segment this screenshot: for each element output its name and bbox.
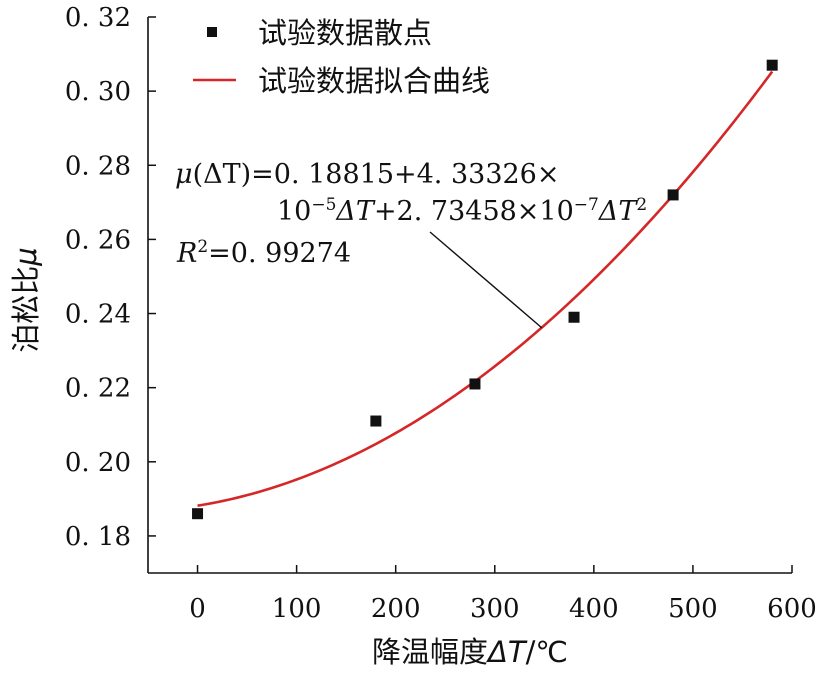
y-ticks: 0. 18 0. 20 0. 22 0. 24 0. 26 0. 28 0. 30 0. 32 <box>65 3 156 552</box>
eq-R: R <box>176 238 197 269</box>
y-tick-label: 0. 32 <box>65 3 131 33</box>
x-tick-label: 0 <box>189 594 206 624</box>
x-axis-title-unit: /℃ <box>526 635 568 669</box>
y-axis-title-text: 泊松比 <box>9 266 43 353</box>
y-tick-label: 0. 22 <box>65 374 131 404</box>
eq-exp-2: 2 <box>636 195 647 215</box>
x-tick-label: 300 <box>470 594 520 624</box>
x-tick-label: 400 <box>569 594 619 624</box>
x-ticks: 0 100 200 300 400 500 600 <box>189 565 817 624</box>
equation-line-3: R2=0. 99274 <box>176 237 351 269</box>
scatter-point <box>192 508 203 519</box>
eq-R-exp: 2 <box>197 237 208 257</box>
legend-label-scatter: 试验数据散点 <box>258 16 432 50</box>
plot-frame <box>148 17 792 573</box>
fit-equation-annotation: μ(ΔT)=0. 18815+4. 33326× 10−5ΔT+2. 73458… <box>175 159 647 328</box>
eq-line1-expr: =0. 18815+4. 33326× <box>251 159 559 190</box>
x-axis-title-text: 降温幅度 <box>372 635 488 669</box>
y-tick-label: 0. 24 <box>65 300 131 330</box>
eq-exp-minus7: −7 <box>574 195 599 215</box>
y-tick-label: 0. 28 <box>65 151 131 181</box>
scatter-point <box>370 416 381 427</box>
eq-deltaT-a: ΔT <box>335 196 375 227</box>
x-axis-title-var: ΔT <box>486 635 528 669</box>
equation-line-1: μ(ΔT)=0. 18815+4. 33326× <box>175 159 559 190</box>
scatter-point <box>767 60 778 71</box>
y-tick-label: 0. 20 <box>65 448 131 478</box>
scatter-point <box>469 378 480 389</box>
y-tick-label: 0. 26 <box>65 225 131 255</box>
scatter-points-layer <box>192 60 778 520</box>
fit-curve-layer <box>198 72 773 506</box>
annotation-leader-line <box>430 232 542 328</box>
legend: 试验数据散点 试验数据拟合曲线 <box>193 16 490 98</box>
x-tick-label: 200 <box>371 594 421 624</box>
eq-deltaT-b: ΔT <box>598 196 638 227</box>
legend-label-fit: 试验数据拟合曲线 <box>258 64 490 98</box>
y-tick-label: 0. 18 <box>65 522 131 552</box>
eq-R-value: =0. 99274 <box>208 238 351 269</box>
scatter-point <box>569 312 580 323</box>
y-tick-label: 0. 30 <box>65 77 131 107</box>
scatter-point <box>668 189 679 200</box>
x-tick-label: 600 <box>767 594 817 624</box>
y-axis-title-var: μ <box>9 247 43 266</box>
eq-base-10: 10 <box>277 196 311 227</box>
x-tick-label: 500 <box>668 594 718 624</box>
fit-curve-line <box>198 72 773 506</box>
eq-mu: μ <box>175 159 193 190</box>
eq-exp-minus5: −5 <box>311 195 336 215</box>
x-axis-title: 降温幅度ΔT/℃ <box>372 635 568 669</box>
eq-line2-expr: +2. 73458×10 <box>374 196 574 227</box>
equation-line-2: 10−5ΔT+2. 73458×10−7ΔT2 <box>277 195 647 227</box>
eq-arg: (ΔT) <box>193 159 252 190</box>
legend-marker-scatter <box>207 27 217 37</box>
y-axis-title: 泊松比μ <box>9 247 43 352</box>
x-tick-label: 100 <box>272 594 322 624</box>
